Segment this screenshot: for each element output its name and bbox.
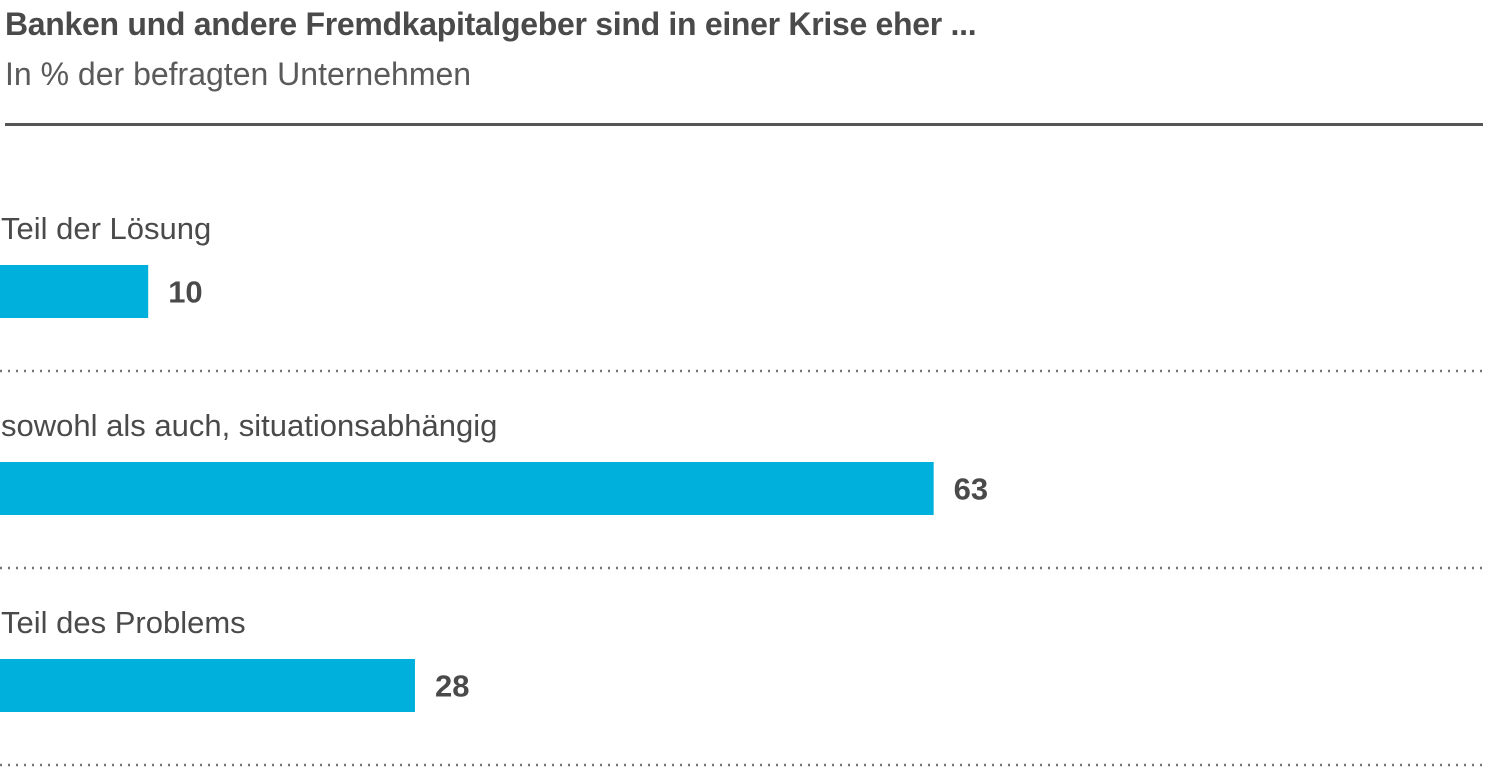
bar <box>0 659 415 712</box>
category-label: Teil der Lösung <box>1 211 211 246</box>
category-label: Teil des Problems <box>1 605 246 640</box>
chart-title: Banken und andere Fremdkapitalgeber sind… <box>5 6 977 42</box>
value-label: 63 <box>954 472 988 507</box>
header-rule <box>5 123 1483 126</box>
value-label: 10 <box>168 275 202 310</box>
bar <box>0 265 149 318</box>
category-label: sowohl als auch, situationsabhängig <box>1 408 497 443</box>
value-label: 28 <box>435 669 469 704</box>
bar <box>0 462 934 515</box>
chart-header: Banken und andere Fremdkapitalgeber sind… <box>5 0 1483 94</box>
chart-subtitle: In % der befragten Unternehmen <box>5 56 472 92</box>
